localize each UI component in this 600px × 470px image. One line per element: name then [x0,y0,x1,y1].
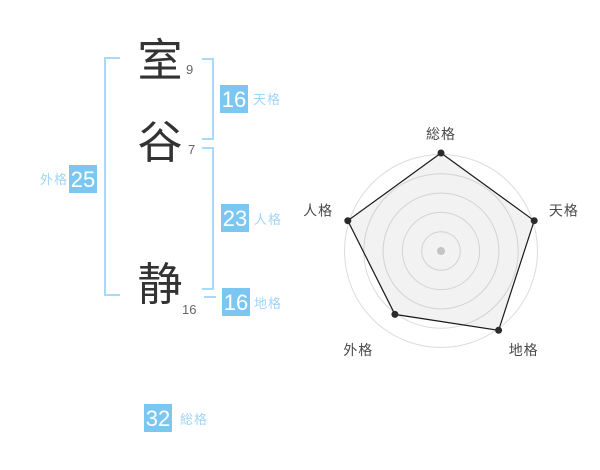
badge-jinkaku-label: 人格 [254,212,283,227]
stroke-count-2: 7 [188,142,196,157]
badge-tenkaku: 16 [220,85,248,113]
name-char-2: 谷 [137,117,183,168]
radar-data-point [530,217,538,225]
badge-gaikaku-label: 外格 [40,172,69,187]
radar-data-point [344,217,352,225]
radar-center-dot [437,247,445,255]
bracket-jinkaku [202,147,214,290]
name-char-3: 静 [137,259,183,310]
radar-data-point [437,149,445,157]
badge-chikaku: 16 [222,288,250,316]
radar-axis-label: 地格 [509,342,539,358]
stroke-count-1: 9 [186,62,194,77]
radar-data-point [495,326,503,334]
radar-axis-label: 人格 [303,203,333,219]
radar-grid-ring [401,211,481,291]
bracket-chikaku-tick [204,296,216,298]
radar-grid-ring [363,173,519,329]
badge-gaikaku: 25 [69,165,97,193]
radar-grid-ring [421,231,461,271]
radar-data-polygon [347,152,535,331]
badge-soukaku-label: 総格 [180,412,209,427]
radar-axis-label: 天格 [549,203,579,219]
bracket-gaikaku [104,57,120,296]
bracket-tenkaku [202,58,214,140]
radar-grid-ring [382,192,500,310]
radar-axis-label: 総格 [426,126,456,142]
badge-tenkaku-label: 天格 [253,92,282,107]
stroke-count-3: 16 [182,302,197,317]
radar-data-point [391,310,399,318]
radar-axis-label: 外格 [343,342,373,358]
name-char-1: 室 [137,35,183,86]
badge-soukaku: 32 [144,404,172,432]
badge-chikaku-label: 地格 [254,296,283,311]
badge-jinkaku: 23 [221,204,249,232]
